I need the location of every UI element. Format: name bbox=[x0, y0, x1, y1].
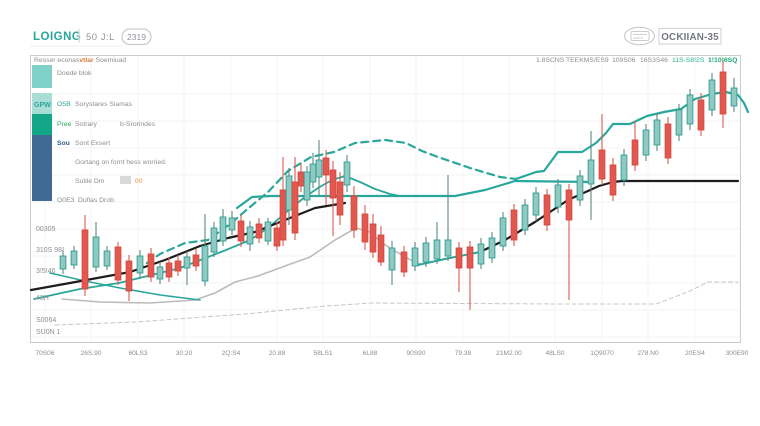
svg-text:79.38: 79.38 bbox=[455, 350, 472, 357]
svg-text:90S90: 90S90 bbox=[406, 350, 425, 357]
svg-text:S0064: S0064 bbox=[36, 317, 56, 324]
svg-text:Sont Exsert: Sont Exsert bbox=[75, 140, 110, 147]
svg-text:Resser econasvtlar Soemiuad: Resser econasvtlar Soemiuad bbox=[34, 57, 126, 64]
svg-text:3!5!46: 3!5!46 bbox=[36, 268, 56, 275]
svg-text:Pree: Pree bbox=[57, 121, 72, 128]
svg-text:Sotrary: Sotrary bbox=[75, 121, 98, 128]
svg-text:30:20: 30:20 bbox=[176, 350, 193, 357]
svg-text:16S3S46: 16S3S46 bbox=[640, 57, 668, 64]
svg-text:Sorystares Siamas: Sorystares Siamas bbox=[75, 101, 133, 108]
svg-text:00: 00 bbox=[135, 178, 143, 185]
svg-text:1Q9070: 1Q9070 bbox=[590, 350, 614, 357]
svg-text:OCKIIAN-35: OCKIIAN-35 bbox=[661, 32, 719, 43]
svg-text:Duflas Drob: Duflas Drob bbox=[78, 197, 114, 204]
svg-text:b-Srorindes: b-Srorindes bbox=[120, 121, 156, 128]
svg-text:48LS0: 48LS0 bbox=[545, 350, 564, 357]
svg-text:60LS3: 60LS3 bbox=[128, 350, 147, 357]
svg-text:278.N0: 278.N0 bbox=[637, 350, 659, 357]
svg-text:LOIGNG: LOIGNG bbox=[33, 31, 81, 43]
svg-text:GPW: GPW bbox=[34, 102, 51, 109]
svg-text:58LS1: 58LS1 bbox=[313, 350, 332, 357]
svg-text:26S.90: 26S.90 bbox=[81, 350, 102, 357]
svg-text:SU0N 1: SU0N 1 bbox=[36, 329, 61, 336]
svg-text:109S06: 109S06 bbox=[612, 57, 636, 64]
svg-text:1.8SCNS: 1.8SCNS bbox=[536, 57, 565, 64]
svg-text:Sutile Dm: Sutile Dm bbox=[75, 178, 105, 185]
svg-text:43H: 43H bbox=[36, 295, 49, 302]
svg-text:TEEKMS/ES9: TEEKMS/ES9 bbox=[566, 57, 609, 64]
svg-text:70S06: 70S06 bbox=[35, 350, 54, 357]
svg-text:11S-S8!2S: 11S-S8!2S bbox=[672, 57, 705, 64]
svg-text:Gortang on fornt hess worried.: Gortang on fornt hess worried. bbox=[75, 159, 167, 166]
svg-text:2319: 2319 bbox=[127, 32, 146, 42]
svg-text:300E90: 300E90 bbox=[726, 350, 749, 357]
svg-text:2Q:S4: 2Q:S4 bbox=[222, 350, 241, 357]
svg-text:1!10!6SQ: 1!10!6SQ bbox=[708, 57, 737, 64]
svg-text:20ES4: 20ES4 bbox=[685, 350, 705, 357]
svg-text:O5B: O5B bbox=[57, 101, 71, 108]
svg-text:O0E3: O0E3 bbox=[57, 197, 75, 204]
svg-text:20.88: 20.88 bbox=[269, 350, 286, 357]
svg-text:310S 98!: 310S 98! bbox=[36, 247, 64, 254]
svg-text:50 J:L: 50 J:L bbox=[86, 32, 115, 43]
svg-text:Sou: Sou bbox=[57, 140, 70, 147]
svg-text:Doede blok: Doede blok bbox=[57, 70, 92, 77]
svg-text:21M2.00: 21M2.00 bbox=[496, 350, 522, 357]
svg-text:00305: 00305 bbox=[36, 226, 56, 233]
svg-text:6L88: 6L88 bbox=[363, 350, 378, 357]
